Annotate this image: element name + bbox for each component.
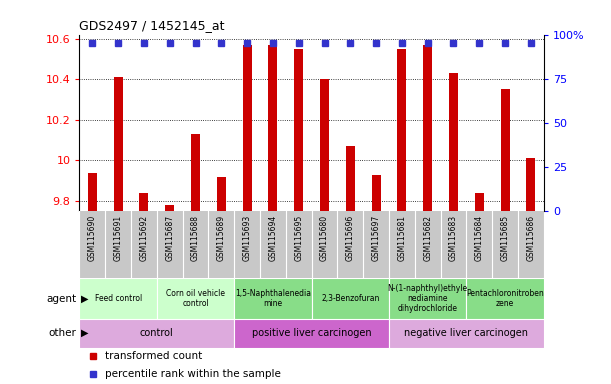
Bar: [423, 45, 432, 211]
Bar: [397, 49, 406, 211]
Text: GSM115685: GSM115685: [500, 215, 510, 261]
Text: positive liver carcinogen: positive liver carcinogen: [252, 328, 371, 338]
Bar: [165, 205, 174, 211]
Bar: [449, 73, 458, 211]
Text: Pentachloronitroben
zene: Pentachloronitroben zene: [466, 289, 544, 308]
Text: GSM115693: GSM115693: [243, 215, 252, 261]
Text: Corn oil vehicle
control: Corn oil vehicle control: [166, 289, 225, 308]
Bar: [157, 278, 234, 319]
Bar: [371, 175, 381, 211]
Text: GSM115680: GSM115680: [320, 215, 329, 261]
Bar: [526, 159, 535, 211]
Text: agent: agent: [46, 293, 76, 304]
Text: GSM115690: GSM115690: [88, 215, 97, 261]
Bar: [475, 193, 484, 211]
Text: ▶: ▶: [81, 293, 89, 304]
Text: GSM115686: GSM115686: [527, 215, 535, 261]
Text: GSM115689: GSM115689: [217, 215, 226, 261]
Bar: [466, 278, 544, 319]
Text: 2,3-Benzofuran: 2,3-Benzofuran: [321, 294, 379, 303]
Text: control: control: [140, 328, 174, 338]
Bar: [312, 278, 389, 319]
Bar: [295, 49, 303, 211]
Bar: [234, 278, 312, 319]
Text: GSM115684: GSM115684: [475, 215, 484, 261]
Bar: [389, 278, 466, 319]
Bar: [320, 79, 329, 211]
Bar: [114, 77, 123, 211]
Text: GSM115687: GSM115687: [165, 215, 174, 261]
Bar: [234, 319, 389, 348]
Text: negative liver carcinogen: negative liver carcinogen: [404, 328, 529, 338]
Bar: [217, 177, 226, 211]
Bar: [191, 134, 200, 211]
Text: Feed control: Feed control: [95, 294, 142, 303]
Bar: [88, 173, 97, 211]
Text: GSM115694: GSM115694: [268, 215, 277, 261]
Text: other: other: [48, 328, 76, 338]
Text: 1,5-Naphthalenedia
mine: 1,5-Naphthalenedia mine: [235, 289, 311, 308]
Text: GSM115696: GSM115696: [346, 215, 355, 261]
Text: ▶: ▶: [81, 328, 89, 338]
Bar: [389, 319, 544, 348]
Text: transformed count: transformed count: [105, 351, 202, 361]
Text: GSM115691: GSM115691: [114, 215, 123, 261]
Text: GSM115695: GSM115695: [295, 215, 303, 261]
Bar: [346, 146, 355, 211]
Text: GSM115682: GSM115682: [423, 215, 432, 261]
Bar: [500, 89, 510, 211]
Text: GSM115681: GSM115681: [397, 215, 406, 261]
Text: N-(1-naphthyl)ethyle
nediamine
dihydrochloride: N-(1-naphthyl)ethyle nediamine dihydroch…: [387, 284, 468, 313]
Text: GSM115688: GSM115688: [191, 215, 200, 261]
Text: GDS2497 / 1452145_at: GDS2497 / 1452145_at: [79, 19, 225, 32]
Bar: [79, 278, 157, 319]
Bar: [243, 45, 252, 211]
Bar: [139, 193, 148, 211]
Text: percentile rank within the sample: percentile rank within the sample: [105, 369, 281, 379]
Text: GSM115692: GSM115692: [139, 215, 148, 261]
Bar: [268, 45, 277, 211]
Bar: [79, 319, 234, 348]
Text: GSM115697: GSM115697: [371, 215, 381, 261]
Text: GSM115683: GSM115683: [449, 215, 458, 261]
